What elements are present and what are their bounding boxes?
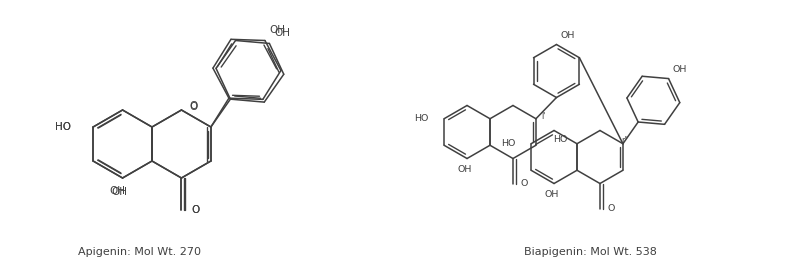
Text: O: O	[521, 179, 528, 188]
Text: HO: HO	[553, 135, 567, 144]
Text: HO: HO	[55, 122, 71, 132]
Text: Biapigenin: Mol Wt. 538: Biapigenin: Mol Wt. 538	[524, 247, 656, 257]
Text: HO: HO	[414, 114, 428, 123]
Text: OH: OH	[275, 28, 290, 38]
Text: OH: OH	[561, 31, 574, 40]
Text: OH: OH	[545, 190, 559, 199]
Text: r": r"	[621, 136, 628, 145]
Text: HO: HO	[55, 122, 71, 132]
Text: O: O	[608, 204, 616, 213]
Text: OH: OH	[672, 65, 687, 74]
Text: O: O	[189, 102, 198, 112]
Text: O: O	[191, 205, 200, 215]
Text: O: O	[189, 101, 198, 111]
Text: I': I'	[541, 112, 545, 121]
Text: OH: OH	[112, 187, 128, 197]
Text: OH: OH	[269, 25, 285, 35]
Text: Apigenin: Mol Wt. 270: Apigenin: Mol Wt. 270	[78, 247, 201, 257]
Text: OH: OH	[110, 186, 125, 196]
Text: OH: OH	[458, 165, 472, 174]
Text: HO: HO	[501, 139, 515, 148]
Text: O: O	[191, 205, 200, 215]
